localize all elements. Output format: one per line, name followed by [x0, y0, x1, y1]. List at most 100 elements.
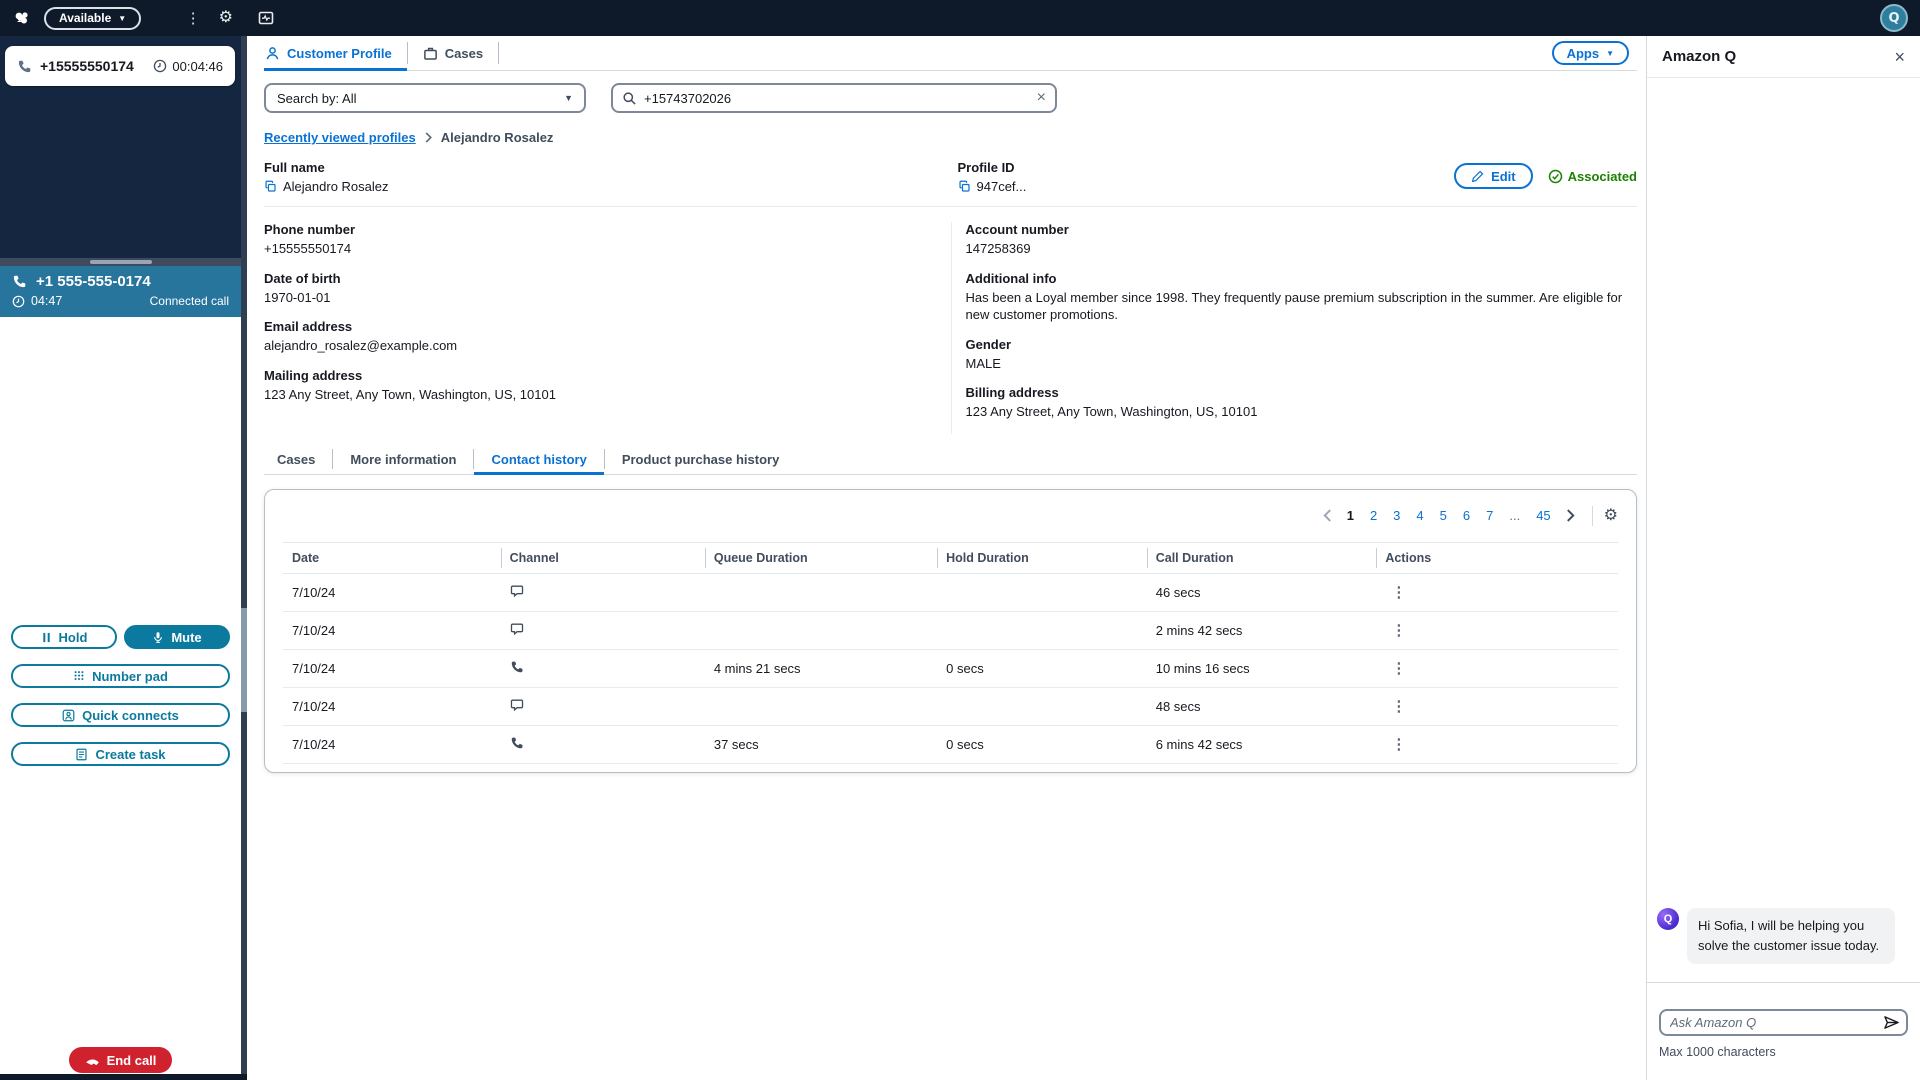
create-task-button[interactable]: Create task: [11, 742, 230, 766]
quick-connects-button[interactable]: Quick connects: [11, 703, 230, 727]
panel-resize-handle[interactable]: [0, 258, 241, 266]
copy-icon[interactable]: [264, 180, 277, 193]
breadcrumb-link[interactable]: Recently viewed profiles: [264, 130, 416, 145]
page-number[interactable]: 2: [1369, 508, 1378, 524]
page-number[interactable]: 5: [1439, 508, 1447, 524]
tab-separator: [498, 42, 500, 64]
col-date: Date: [283, 541, 501, 574]
phone-icon: [12, 274, 27, 289]
tab-separator: [332, 449, 334, 470]
chevron-right-icon: [424, 132, 433, 143]
hold-button[interactable]: Hold: [11, 625, 117, 649]
cell-date: 7/10/24: [283, 687, 501, 726]
tab-product-purchase-history[interactable]: Product purchase history: [621, 451, 780, 467]
amazon-q-title: Amazon Q: [1662, 48, 1737, 65]
col-queue-duration: Queue Duration: [704, 541, 938, 574]
pencil-icon: [1471, 170, 1484, 183]
mute-button[interactable]: Mute: [124, 625, 230, 649]
assistant-message: Q Hi Sofia, I will be helping you solve …: [1657, 907, 1910, 964]
settings-gear-icon[interactable]: ⚙: [218, 9, 233, 26]
profile-header: Full name Alejandro Rosalez Profile: [264, 160, 1637, 194]
row-actions-kebab-icon[interactable]: ⋮: [1391, 698, 1407, 716]
row-actions-kebab-icon[interactable]: ⋮: [1391, 622, 1407, 640]
page-number[interactable]: 6: [1462, 508, 1471, 524]
send-icon[interactable]: [1881, 1013, 1902, 1032]
mailing-address-label: Mailing address: [264, 367, 363, 383]
tab-separator: [603, 449, 605, 470]
dob-value: 1970-01-01: [264, 289, 331, 305]
ccp-controls: Hold Mute: [0, 317, 241, 1080]
page-number[interactable]: 4: [1416, 508, 1424, 524]
edit-profile-button[interactable]: Edit: [1454, 163, 1533, 189]
tab-contact-history[interactable]: Contact history: [474, 445, 605, 475]
copy-icon[interactable]: [958, 180, 971, 193]
cell-queue-duration: 4 mins 21 secs: [704, 649, 938, 688]
profile-search-box: ×: [611, 83, 1057, 113]
previous-page-icon[interactable]: [1317, 507, 1338, 524]
close-icon[interactable]: ×: [1894, 46, 1905, 67]
gender-label: Gender: [965, 336, 1012, 352]
ccp-panel: +15555550174 00:04:46: [0, 36, 247, 1080]
cell-queue-duration: [704, 611, 938, 650]
apps-button[interactable]: Apps ▼: [1551, 41, 1629, 65]
search-by-select[interactable]: Search by: All ▼: [264, 83, 586, 113]
profile-divider: [264, 206, 1637, 207]
activity-app-icon[interactable]: [258, 10, 274, 26]
cell-date: 7/10/24: [283, 649, 501, 688]
row-actions-kebab-icon[interactable]: ⋮: [1391, 584, 1407, 602]
ccp-scrollbar-thumb[interactable]: [241, 608, 247, 712]
ask-amazon-q-box: [1659, 1009, 1908, 1036]
number-pad-button[interactable]: Number pad: [11, 664, 230, 688]
tab-customer-profile[interactable]: Customer Profile: [264, 36, 407, 71]
agent-status-dropdown[interactable]: Available ▼: [44, 6, 142, 30]
clear-search-icon[interactable]: ×: [1036, 89, 1046, 106]
next-page-icon[interactable]: [1560, 507, 1581, 524]
amazon-q-header: Amazon Q ×: [1647, 36, 1920, 78]
cell-call-duration: 46 secs: [1146, 573, 1377, 612]
cell-date: 7/10/24: [283, 725, 501, 764]
cell-queue-duration: [704, 687, 938, 726]
profile-search-row: Search by: All ▼ ×: [264, 83, 1637, 113]
resize-grip: [89, 260, 152, 264]
breadcrumb-current: Alejandro Rosalez: [440, 130, 554, 145]
ccp-scrollbar-track: [241, 36, 247, 1074]
page-number[interactable]: 3: [1393, 508, 1401, 524]
table-settings-gear-icon[interactable]: ⚙: [1603, 506, 1618, 524]
cell-queue-duration: 37 secs: [704, 725, 938, 764]
overflow-menu-icon[interactable]: ⋮: [185, 9, 201, 27]
col-channel: Channel: [500, 541, 705, 574]
amazon-q-composer: Max 1000 characters: [1647, 982, 1920, 1080]
tab-cases-history[interactable]: Cases: [277, 451, 316, 467]
tab-cases[interactable]: Cases: [408, 36, 498, 70]
page-number[interactable]: 1: [1346, 508, 1354, 524]
ask-amazon-q-input[interactable]: [1670, 1015, 1875, 1030]
mailing-address-value: 123 Any Street, Any Town, Washington, US…: [264, 386, 556, 402]
ccp-contact-area: +15555550174 00:04:46: [0, 36, 241, 258]
page-number[interactable]: 7: [1486, 508, 1494, 524]
top-bar: Available ▼ ⋮ ⚙ Q: [0, 0, 1920, 36]
tab-more-information[interactable]: More information: [350, 451, 457, 467]
cell-actions: ⋮: [1376, 611, 1618, 650]
full-name-label: Full name: [264, 160, 325, 175]
table-row: 7/10/24 37 secs 0 secs: [283, 725, 1618, 764]
row-actions-kebab-icon[interactable]: ⋮: [1391, 736, 1407, 754]
character-limit-hint: Max 1000 characters: [1659, 1045, 1776, 1059]
end-call-button[interactable]: End call: [68, 1047, 173, 1073]
row-actions-kebab-icon[interactable]: ⋮: [1391, 660, 1407, 678]
breadcrumb: Recently viewed profiles Alejandro Rosal…: [264, 130, 1637, 145]
cell-hold-duration: 0 secs: [937, 725, 1147, 764]
profile-search-input[interactable]: [644, 90, 1030, 106]
call-status: Connected call: [149, 294, 229, 308]
cell-channel: [500, 687, 705, 726]
billing-address-label: Billing address: [965, 385, 1059, 401]
caller-card[interactable]: +15555550174 00:04:46: [5, 46, 235, 86]
connect-logo-icon: [13, 9, 31, 27]
contact-history-table: Date Channel Queue Duration Hold Duratio…: [283, 541, 1618, 764]
ccp-bottom-edge: [0, 1074, 247, 1080]
page-number[interactable]: 45: [1536, 508, 1551, 524]
col-actions: Actions: [1376, 541, 1618, 574]
amazon-q-launcher-icon[interactable]: Q: [1880, 4, 1908, 32]
hang-up-phone-icon: [85, 1055, 100, 1066]
pause-icon: [41, 632, 52, 643]
billing-address-value: 123 Any Street, Any Town, Washington, US…: [965, 404, 1258, 420]
